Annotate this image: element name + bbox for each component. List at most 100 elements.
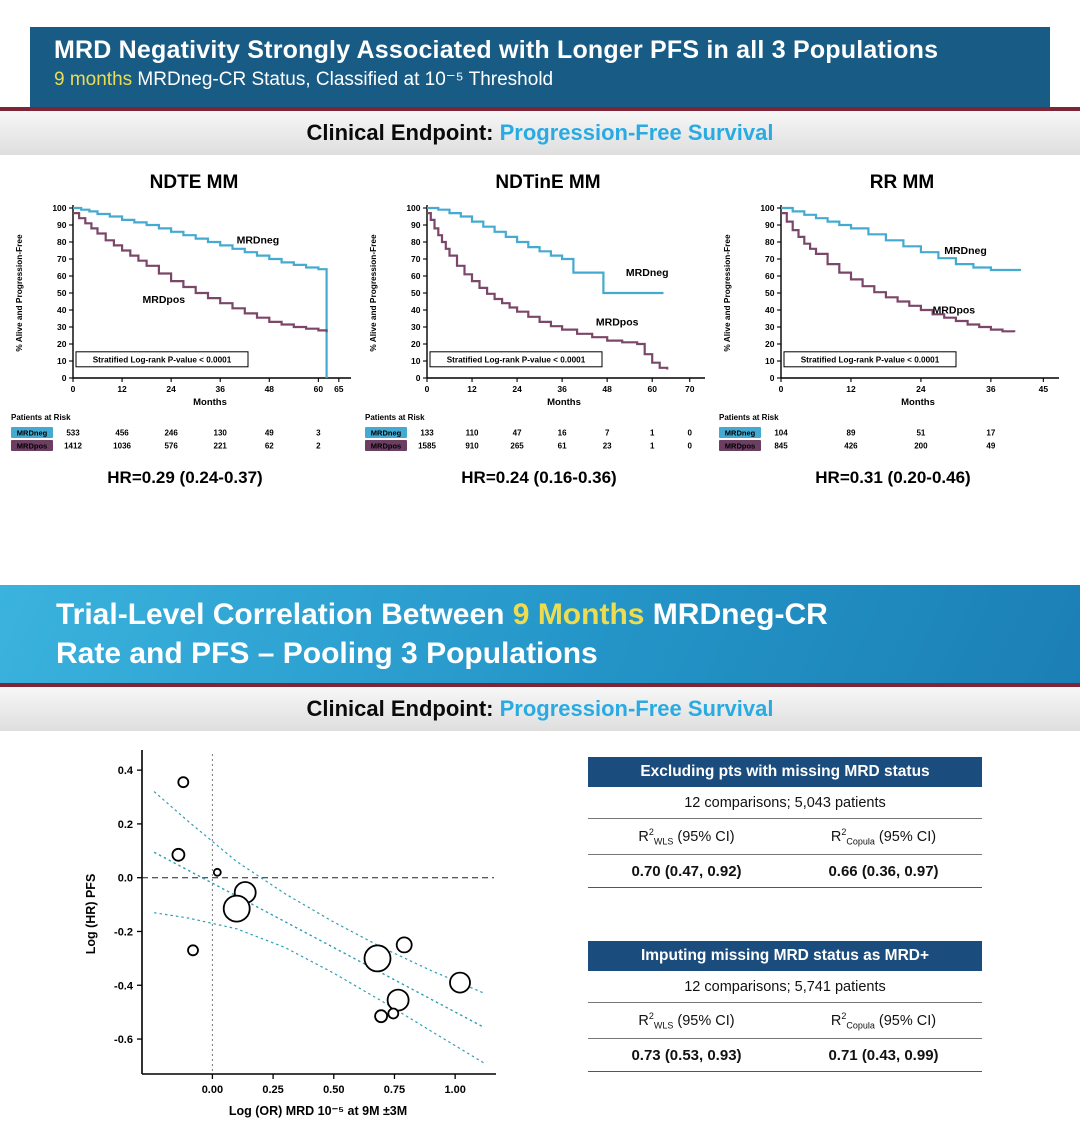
y-tick-label: 60 — [765, 271, 775, 281]
scatter-plot: 0.4 0.2 0.0 -0.2 -0.4 -0.6 0.00 0.25 0.50 0.75 1.0… — [84, 750, 496, 1118]
km-plot: 0 10 20 30 40 50 60 70 80 90 100 0 12 24 36 45 % Alive a… — [719, 203, 1059, 451]
ci-lower-line — [154, 912, 485, 1064]
col-r2-copula: R2Copula (95% CI) — [830, 1011, 937, 1031]
endpoint-text-1: Clinical Endpoint: Progression-Free Surv… — [306, 120, 773, 146]
x-tick-label: 60 — [314, 384, 324, 394]
y-axis-label: % Alive and Progression-Free — [14, 234, 24, 352]
risk-chip-MRDpos — [719, 440, 761, 451]
risk-chip-label: MRDpos — [371, 442, 401, 451]
correlation-scatter-chart: 0.4 0.2 0.0 -0.2 -0.4 -0.6 0.00 0.25 0.50 0.75 1.0… — [80, 740, 512, 1140]
km-curve-MRDpos — [781, 212, 1016, 333]
x-tick-label: 60 — [647, 384, 657, 394]
data-point — [171, 847, 186, 862]
y-tick-label: 50 — [411, 288, 421, 298]
km-charts-row: NDTE MM 0 10 20 30 40 50 60 70 80 90 100 0 12 24 36 48 6… — [8, 168, 1072, 488]
curve-label-MRDpos: MRDpos — [143, 294, 186, 306]
km-title-ndte: NDTE MM — [149, 172, 239, 193]
table-column-headers: R2WLS (95% CI) R2Copula (95% CI) — [588, 819, 982, 855]
y-tick-label: 0.4 — [118, 765, 134, 777]
y-tick-label: 40 — [411, 305, 421, 315]
maroon-divider-1 — [0, 107, 1080, 111]
table-values: 0.70 (0.47, 0.92) 0.66 (0.36, 0.97) — [588, 855, 982, 888]
y-tick-label: 40 — [57, 305, 67, 315]
y-tick-label: 70 — [411, 254, 421, 264]
data-point — [395, 936, 413, 954]
x-tick-label: 0 — [779, 384, 784, 394]
endpoint-label-1: Clinical Endpoint: — [306, 120, 494, 145]
data-point — [374, 1009, 389, 1024]
y-tick-label: 90 — [765, 220, 775, 230]
y-tick-label: 20 — [57, 339, 67, 349]
col-r2-copula: R2Copula (95% CI) — [830, 827, 937, 847]
pvalue-box — [75, 351, 249, 368]
risk-value: 89 — [847, 429, 856, 438]
curve-label-MRDpos: MRDpos — [596, 316, 639, 328]
risk-chip-label: MRDpos — [17, 442, 47, 451]
risk-value: 110 — [466, 429, 479, 438]
y-tick-label: 60 — [57, 271, 67, 281]
pvalue-box — [429, 351, 603, 368]
risk-value: 130 — [214, 429, 228, 438]
endpoint-band-2: Clinical Endpoint: Progression-Free Surv… — [0, 687, 1080, 731]
hr-text-ndtine: HR=0.24 (0.16-0.36) — [461, 468, 617, 487]
ci-upper-line — [153, 791, 485, 994]
y-tick-label: 30 — [411, 322, 421, 332]
x-tick-label: 0 — [425, 384, 430, 394]
y-tick-label: 20 — [411, 339, 421, 349]
risk-value: 246 — [164, 429, 178, 438]
slide2-title-line1: Trial-Level Correlation Between 9 Months… — [56, 595, 1040, 634]
endpoint-band-1: Clinical Endpoint: Progression-Free Surv… — [0, 111, 1080, 155]
pvalue-text: Stratified Log-rank P-value < 0.0001 — [447, 355, 586, 364]
maroon-divider-2 — [0, 683, 1080, 687]
risk-value: 104 — [774, 429, 788, 438]
risk-chip-MRDneg — [365, 427, 407, 438]
y-tick-label: 90 — [411, 220, 421, 230]
y-tick-label: 0 — [416, 373, 421, 383]
km-curve-MRDneg — [781, 206, 1022, 272]
col-r2-wls: R2WLS (95% CI) — [638, 827, 735, 847]
km-chart-ndte: 0 10 20 30 40 50 60 70 80 90 100 0 12 24 36 48 60 65 % Ali… — [9, 198, 361, 466]
x-tick-label: 1.00 — [444, 1084, 465, 1096]
risk-table-title: Patients at Risk — [719, 413, 779, 422]
x-tick-label: 36 — [215, 384, 225, 394]
val-r2-copula: 0.71 (0.43, 0.99) — [828, 1046, 939, 1064]
risk-value: 16 — [558, 429, 567, 438]
y-tick-label: 10 — [411, 356, 421, 366]
y-tick-label: 70 — [765, 254, 775, 264]
km-curve-MRDpos — [73, 212, 328, 333]
table-header: Excluding pts with missing MRD status — [588, 757, 982, 787]
x-tick-label: 36 — [986, 384, 996, 394]
y-tick-label: -0.6 — [114, 1034, 133, 1046]
table-values: 0.73 (0.53, 0.93) 0.71 (0.43, 0.99) — [588, 1039, 982, 1072]
km-curve-MRDneg — [73, 206, 328, 378]
risk-chip-label: MRDpos — [725, 442, 755, 451]
risk-value: 23 — [603, 442, 612, 451]
x-tick-label: 12 — [467, 384, 477, 394]
risk-value: 533 — [66, 429, 80, 438]
x-axis-label: Months — [547, 397, 581, 408]
km-chart-rr: 0 10 20 30 40 50 60 70 80 90 100 0 12 24 36 45 % Alive a… — [717, 198, 1069, 466]
data-point — [212, 867, 222, 877]
risk-value: 133 — [420, 429, 434, 438]
risk-value: 61 — [558, 442, 567, 451]
data-point — [386, 988, 410, 1012]
risk-value: 456 — [115, 429, 129, 438]
risk-value: 51 — [916, 429, 925, 438]
slide1-header: MRD Negativity Strongly Associated with … — [30, 27, 1050, 107]
risk-value: 576 — [164, 442, 178, 451]
km-curve-MRDpos — [427, 212, 669, 370]
slide2-title-highlight: 9 Months — [512, 598, 645, 631]
table-column-headers: R2WLS (95% CI) R2Copula (95% CI) — [588, 1003, 982, 1039]
risk-table-title: Patients at Risk — [11, 413, 71, 422]
endpoint-label-2: Clinical Endpoint: — [306, 696, 494, 721]
risk-value: 1585 — [418, 442, 436, 451]
x-axis-label: Log (OR) MRD 10⁻⁵ at 9M ±3M — [229, 1104, 407, 1118]
risk-value: 49 — [986, 442, 995, 451]
risk-value: 845 — [774, 442, 788, 451]
y-tick-label: 100 — [406, 203, 420, 213]
risk-value: 1036 — [113, 442, 131, 451]
data-point — [187, 944, 199, 957]
risk-value: 221 — [214, 442, 228, 451]
x-tick-label: 45 — [1039, 384, 1049, 394]
